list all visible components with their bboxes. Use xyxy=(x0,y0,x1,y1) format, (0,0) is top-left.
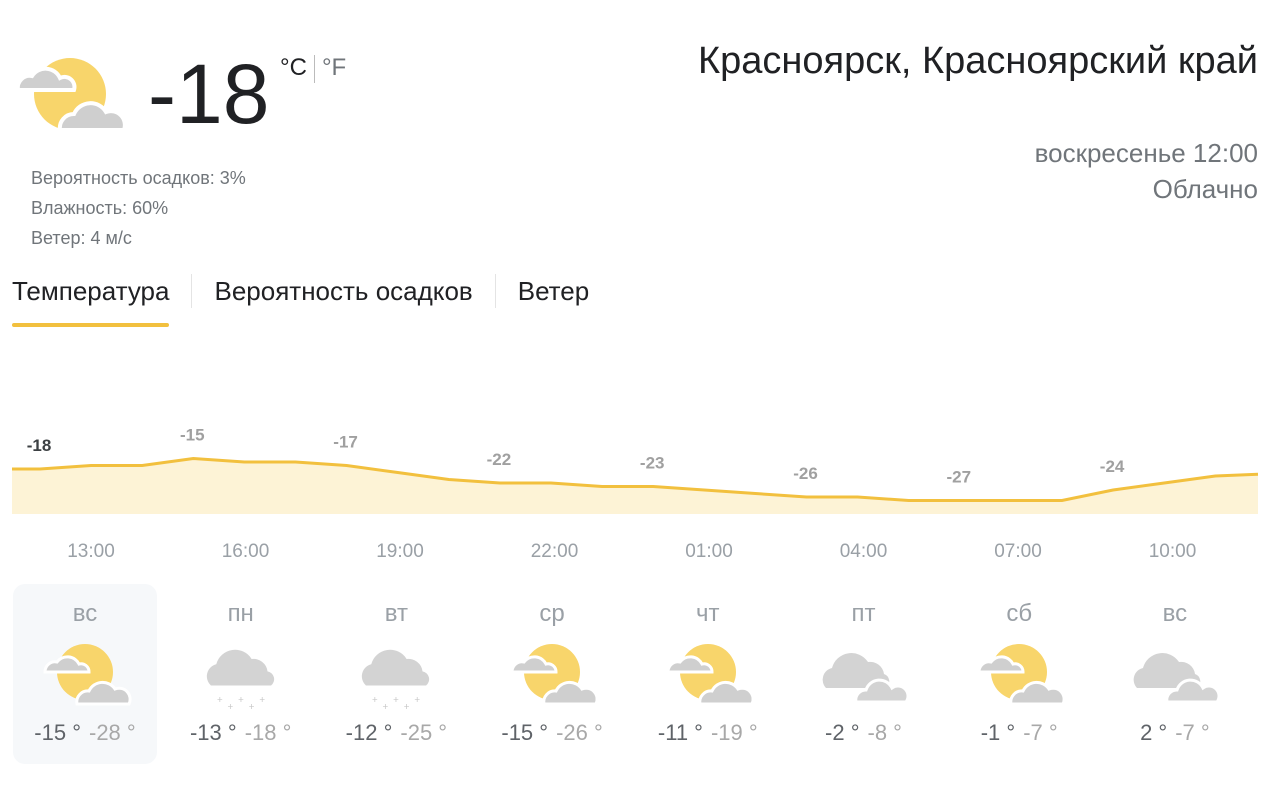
data-label: -22 xyxy=(487,450,512,469)
day-card[interactable]: чт -11 ° -19 ° xyxy=(636,584,780,764)
unit-toggle: °C °F xyxy=(280,54,346,83)
low-temp: -19 ° xyxy=(710,720,758,745)
tab-precipitation[interactable]: Вероятность осадков xyxy=(214,276,473,306)
high-temp: -13 ° xyxy=(189,720,237,745)
precipitation-text: Вероятность осадков: 3% xyxy=(31,168,246,188)
partly-cloudy-icon xyxy=(43,644,132,706)
humidity-text: Влажность: 60% xyxy=(31,198,169,218)
celsius-button[interactable]: °C xyxy=(280,54,307,81)
wind-text: Ветер: 4 м/с xyxy=(31,228,132,248)
tab-divider xyxy=(191,274,193,308)
x-tick-label: 19:00 xyxy=(376,541,424,562)
condition: Облачно xyxy=(1152,174,1258,204)
day-name: пт xyxy=(851,600,876,627)
day-card[interactable]: ср -15 ° -26 ° xyxy=(480,584,624,764)
temperature-chart: -18 -15 -17 -22 -23 -26 -27 -24 13:00 16:00 19:00 2… xyxy=(12,426,1259,562)
low-temp: -25 ° xyxy=(400,720,448,745)
data-label: -17 xyxy=(333,433,358,452)
high-temp: -1 ° xyxy=(980,720,1016,745)
high-temp: -15 ° xyxy=(34,720,81,745)
data-label: -15 xyxy=(180,426,205,445)
svg-text:+: + xyxy=(372,695,378,706)
svg-text:+: + xyxy=(227,702,233,712)
x-tick-label: 22:00 xyxy=(531,541,579,562)
high-temp: -2 ° xyxy=(825,720,860,745)
svg-text:+: + xyxy=(404,702,410,712)
day-card[interactable]: пт -2 ° -8 ° xyxy=(792,584,936,764)
snow-icon: + + + + + xyxy=(206,649,274,712)
location-title: Красноярск, Красноярский край xyxy=(698,40,1258,82)
data-label: -23 xyxy=(640,454,665,473)
tab-bar: Температура Вероятность осадков Ветер xyxy=(12,272,589,327)
low-temp: -7 ° xyxy=(1175,720,1210,745)
cloudy-icon xyxy=(1133,653,1221,704)
x-tick-label: 16:00 xyxy=(222,541,270,562)
partly-cloudy-icon xyxy=(510,644,599,706)
fahrenheit-button[interactable]: °F xyxy=(321,54,347,81)
day-name: ср xyxy=(539,600,565,627)
temperature-line xyxy=(12,456,1259,502)
low-temp: -26 ° xyxy=(556,720,603,745)
temperature-area xyxy=(12,458,1258,514)
data-label: -27 xyxy=(947,468,972,487)
high-temp: -12 ° xyxy=(345,720,393,745)
day-card[interactable]: вс 2 ° -7 ° xyxy=(1103,584,1247,764)
svg-text:+: + xyxy=(415,695,421,706)
snow-icon: + + + + + xyxy=(362,649,430,712)
tab-temperature[interactable]: Температура xyxy=(12,272,170,327)
x-tick-label: 13:00 xyxy=(67,541,115,562)
day-card[interactable]: вс -15 ° -28 ° xyxy=(13,584,157,764)
svg-text:+: + xyxy=(217,695,223,706)
day-name: чт xyxy=(696,600,720,627)
svg-text:+: + xyxy=(248,702,254,712)
tab-divider xyxy=(494,274,496,308)
high-temp: -15 ° xyxy=(501,720,549,745)
cloudy-icon xyxy=(822,653,909,704)
day-name: пн xyxy=(227,600,254,627)
data-label: -24 xyxy=(1100,457,1125,476)
high-temp: 2 ° xyxy=(1140,720,1168,745)
low-temp: -28 ° xyxy=(89,720,136,745)
x-tick-label: 01:00 xyxy=(685,541,733,562)
x-tick-label: 04:00 xyxy=(840,541,888,562)
data-label: -18 xyxy=(27,436,52,455)
svg-text:+: + xyxy=(238,695,244,706)
day-name: вс xyxy=(1162,600,1188,627)
day-card[interactable]: вт + + + + + -12 ° -25 ° xyxy=(324,584,468,764)
partly-cloudy-icon xyxy=(977,644,1066,706)
low-temp: -18 ° xyxy=(244,720,292,745)
day-card[interactable]: сб -1 ° -7 ° xyxy=(947,584,1091,764)
day-name: сб xyxy=(1006,600,1033,627)
day-card[interactable]: пн + + + + + -13 ° -18 ° xyxy=(169,584,313,764)
day-name: вс xyxy=(72,600,98,627)
data-label: -26 xyxy=(793,464,818,483)
current-temperature: -18 xyxy=(148,47,270,141)
partly-cloudy-icon xyxy=(15,58,126,132)
low-temp: -8 ° xyxy=(867,720,902,745)
low-temp: -7 ° xyxy=(1023,720,1058,745)
x-tick-label: 10:00 xyxy=(1149,541,1197,562)
day-time: воскресенье 12:00 xyxy=(1034,138,1258,168)
high-temp: -11 ° xyxy=(657,720,703,745)
svg-text:+: + xyxy=(383,702,389,712)
day-name: вт xyxy=(384,600,408,627)
svg-text:+: + xyxy=(394,695,400,706)
x-tick-label: 07:00 xyxy=(994,541,1042,562)
svg-text:+: + xyxy=(259,695,265,706)
partly-cloudy-icon xyxy=(666,644,755,706)
tab-wind[interactable]: Ветер xyxy=(517,276,590,306)
